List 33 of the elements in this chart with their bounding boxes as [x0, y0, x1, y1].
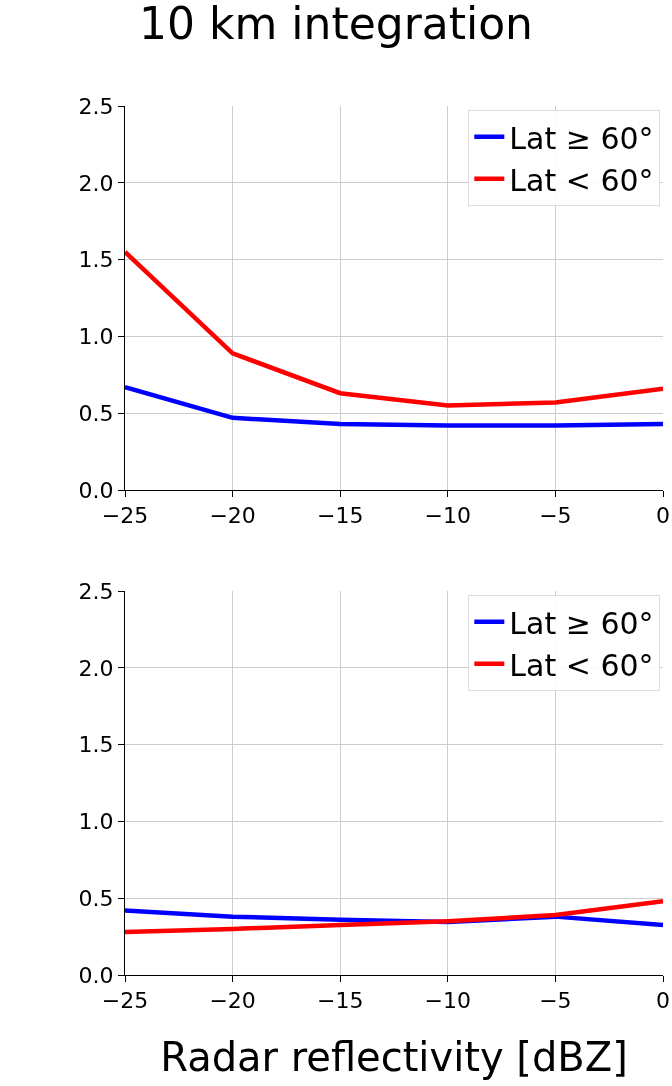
y-tick-label: 2.5: [78, 578, 114, 604]
line-series: [125, 384, 663, 428]
y-tick-label: 0.5: [78, 885, 114, 911]
y-tick-label: 1.0: [78, 324, 114, 350]
y-tick-label: 1.0: [78, 809, 114, 835]
legend-label: Lat ≥ 60°: [509, 120, 654, 156]
y-tick-label: 0.5: [78, 400, 114, 426]
y-tick-label: 2.5: [78, 93, 114, 119]
x-tick-label: −10: [424, 503, 472, 529]
y-tick-label: 2.0: [78, 170, 114, 196]
y-tick-label: 1.5: [78, 247, 114, 273]
legend-label: Lat < 60°: [509, 162, 654, 198]
y-tick-label: 0.0: [78, 477, 114, 503]
line-series: [125, 899, 663, 935]
x-tick-label: −15: [316, 503, 364, 529]
x-tick-label: −20: [209, 503, 256, 529]
x-tick-label: 0: [656, 503, 670, 529]
x-tick-label: −20: [209, 988, 256, 1014]
x-tick-label: −15: [316, 988, 364, 1014]
x-tick-label: −5: [539, 988, 572, 1014]
y-tick-label: 2.0: [78, 655, 114, 681]
y-tick-label: 1.5: [78, 732, 114, 758]
x-tick-label: −25: [101, 503, 149, 529]
x-tick-label: −10: [424, 988, 472, 1014]
x-tick-label: 0: [656, 988, 670, 1014]
line-series: [125, 249, 663, 408]
x-axis-title: Radar reflectivity [dBZ]: [160, 1033, 628, 1080]
chart-title: 10 km integration: [138, 0, 534, 49]
x-tick-label: −5: [539, 503, 572, 529]
legend-label: Lat < 60°: [509, 647, 654, 683]
x-tick-label: −25: [101, 988, 149, 1014]
legend-label: Lat ≥ 60°: [509, 605, 654, 641]
y-tick-label: 0.0: [78, 962, 114, 988]
